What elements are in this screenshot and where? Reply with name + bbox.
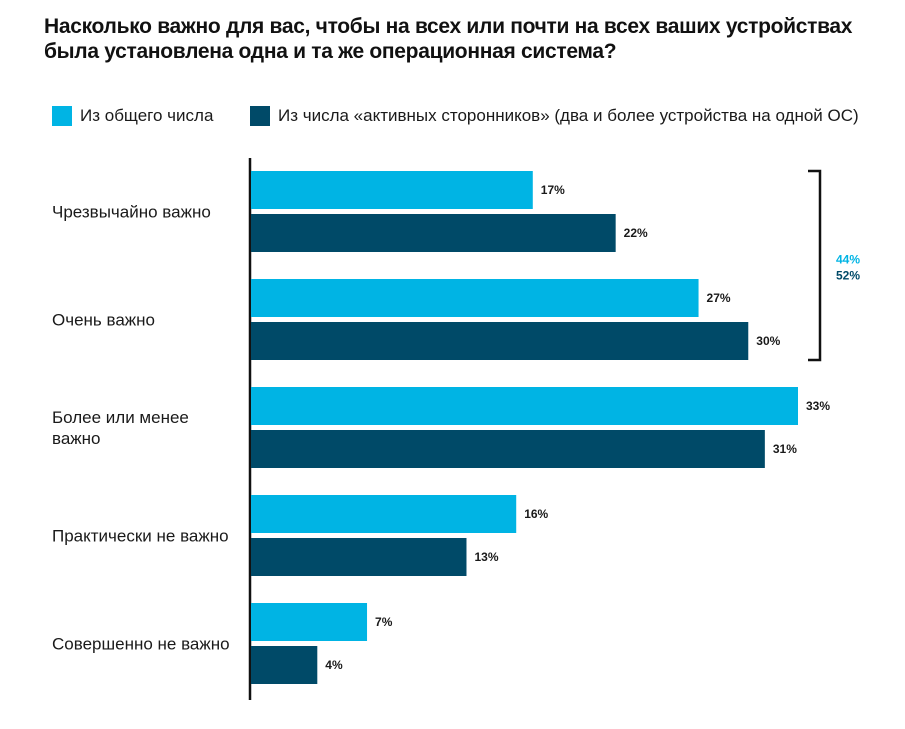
category-label: Более или менее [52, 408, 189, 427]
bar [251, 495, 517, 533]
category-label: Практически не важно [52, 527, 229, 546]
data-label: 17% [541, 183, 565, 197]
legend-item-total: Из общего числа [52, 106, 213, 126]
category-label: Чрезвычайно важно [52, 203, 211, 222]
bar [251, 171, 533, 209]
bar [251, 279, 699, 317]
category-label: Очень важно [52, 311, 155, 330]
data-label: 33% [806, 399, 830, 413]
data-label: 16% [524, 507, 548, 521]
category-label: важно [52, 429, 101, 448]
data-label: 31% [773, 442, 797, 456]
data-label: 13% [474, 550, 498, 564]
category-label: Совершенно не важно [52, 635, 230, 654]
bar [251, 603, 368, 641]
legend-label-active: Из числа «активных сторонников» (два и б… [278, 106, 859, 125]
bar [251, 538, 467, 576]
legend-swatch-active [250, 106, 270, 126]
data-label: 27% [707, 291, 731, 305]
bracket-label: 52% [836, 269, 860, 283]
bracket [808, 169, 822, 362]
chart-title-line-1: Насколько важно для вас, чтобы на всех и… [44, 15, 853, 38]
data-label: 22% [624, 226, 648, 240]
bar [251, 214, 616, 252]
legend-item-active: Из числа «активных сторонников» (два и б… [250, 106, 859, 126]
chart-title-line-2: была установлена одна и та же операционн… [44, 40, 617, 63]
data-label: 4% [325, 658, 343, 672]
data-label: 30% [756, 334, 780, 348]
bar [251, 322, 749, 360]
legend-label-total: Из общего числа [80, 106, 214, 125]
chart-title: Насколько важно для вас, чтобы на всех и… [44, 14, 884, 64]
bar [251, 646, 318, 684]
bar [251, 387, 798, 425]
bracket-label: 44% [836, 253, 860, 267]
bar [251, 430, 765, 468]
data-label: 7% [375, 615, 393, 629]
legend-swatch-total [52, 106, 72, 126]
